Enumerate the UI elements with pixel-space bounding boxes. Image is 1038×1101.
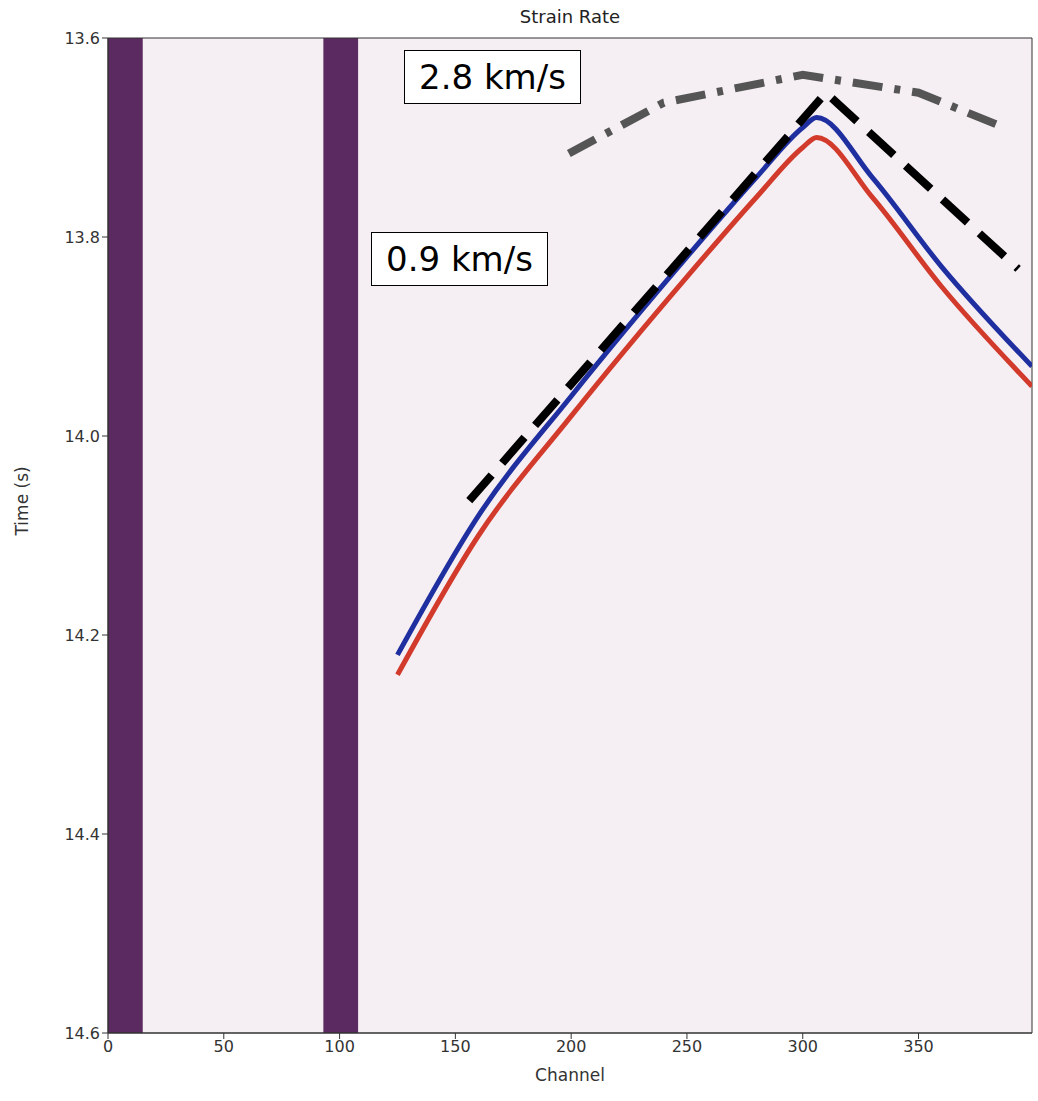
svg-text:350: 350 [903,1037,934,1056]
svg-text:14.0: 14.0 [64,427,100,446]
svg-text:Channel: Channel [535,1065,605,1085]
svg-text:Time (s): Time (s) [12,466,32,536]
html-text:Strain Rate: Strain Rate [519,6,621,27]
svg-text:200: 200 [556,1037,587,1056]
html-text:0.9 km/s: 0.9 km/s [386,239,533,279]
svg-text:100: 100 [324,1037,355,1056]
svg-text:14.4: 14.4 [64,825,100,844]
svg-text:14.6: 14.6 [64,1024,100,1043]
svg-text:50: 50 [214,1037,234,1056]
svg-text:13.6: 13.6 [64,29,100,48]
svg-text:0: 0 [103,1037,113,1056]
html-text:2.8 km/s: 2.8 km/s [419,57,566,97]
svg-text:14.2: 14.2 [64,626,100,645]
svg-text:13.8: 13.8 [64,228,100,247]
svg-text:300: 300 [787,1037,818,1056]
svg-text:250: 250 [672,1037,703,1056]
svg-text:150: 150 [440,1037,471,1056]
